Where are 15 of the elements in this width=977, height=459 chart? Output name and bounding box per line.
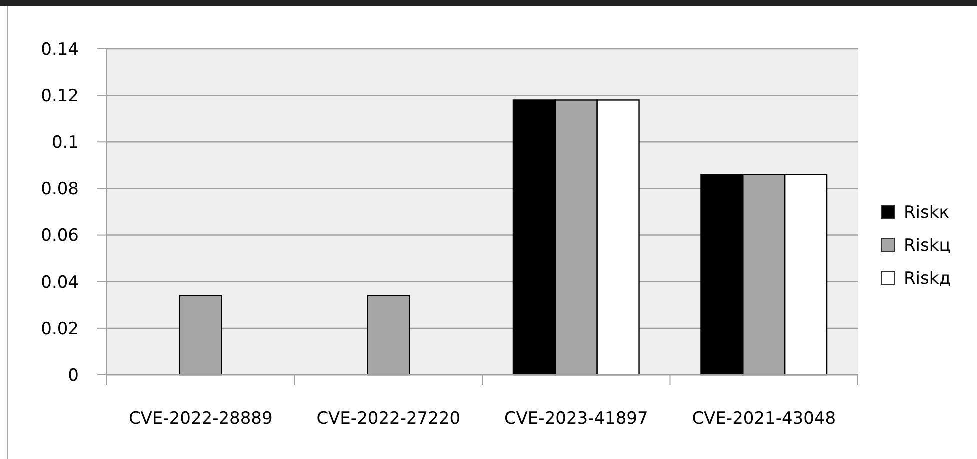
y-tick-label: 0 xyxy=(68,366,79,386)
y-tick-label: 0.08 xyxy=(41,180,79,200)
x-tick-label: CVE-2021-43048 xyxy=(692,409,836,429)
legend-label: Riskд xyxy=(904,268,951,289)
y-tick-label: 0.02 xyxy=(41,319,79,340)
legend-label: Riskк xyxy=(904,202,950,223)
x-tick-label: CVE-2022-27220 xyxy=(316,409,461,429)
y-tick-label: 0.14 xyxy=(41,40,79,60)
y-tick-label: 0.06 xyxy=(41,226,79,246)
x-tick-label: CVE-2022-28889 xyxy=(128,409,273,429)
y-tick-label: 0.1 xyxy=(52,133,79,154)
x-tick-label: CVE-2023-41897 xyxy=(504,409,648,429)
legend-label: Riskц xyxy=(904,236,951,256)
y-tick-label: 0.04 xyxy=(41,272,79,293)
y-tick-label: 0.12 xyxy=(41,86,79,107)
